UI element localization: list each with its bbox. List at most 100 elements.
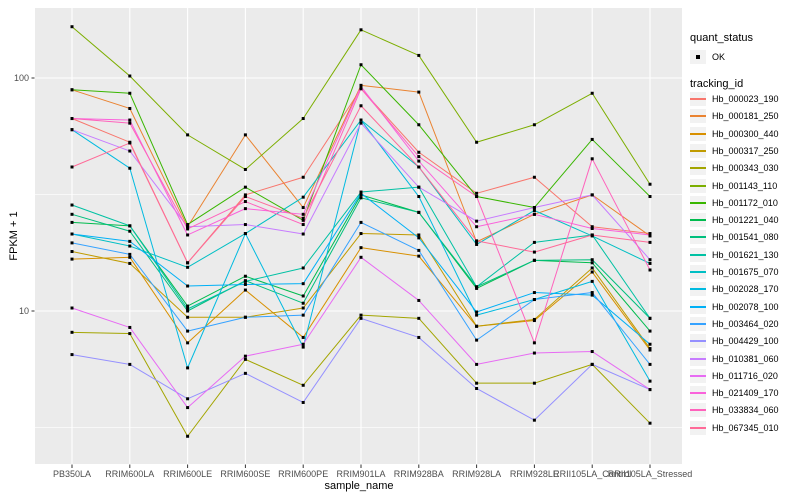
data-point [301, 301, 305, 305]
data-point [128, 141, 132, 145]
data-point [532, 317, 536, 321]
data-point [359, 118, 363, 122]
data-point [417, 248, 421, 252]
legend-item-Hb_000023_190: Hb_000023_190 [690, 91, 779, 107]
data-point [128, 239, 132, 243]
data-point [186, 261, 190, 265]
legend-item-label: Hb_001621_130 [712, 249, 779, 260]
data-point [186, 265, 190, 269]
legend-item-Hb_033834_060: Hb_033834_060 [690, 402, 779, 418]
data-point [590, 266, 594, 270]
data-point [417, 165, 421, 169]
data-point [70, 25, 74, 29]
line-key-icon [690, 195, 706, 210]
y-axis-title: FPKM + 1 [8, 211, 20, 261]
data-point [186, 223, 190, 227]
data-point [648, 195, 652, 199]
data-point [70, 88, 74, 92]
data-point [128, 252, 132, 256]
legend-item-Hb_001541_080: Hb_001541_080 [690, 229, 779, 245]
data-point [648, 379, 652, 383]
data-point [359, 87, 363, 91]
data-point [417, 185, 421, 189]
legend-item-label: Hb_001172_010 [712, 197, 778, 208]
data-point [590, 91, 594, 95]
legend-item-label: Hb_001221_040 [712, 215, 779, 226]
data-point [532, 291, 536, 295]
y-tick-label: 100 [14, 73, 29, 83]
x-axis-title: sample_name [324, 480, 394, 492]
data-point [532, 175, 536, 179]
data-point [475, 191, 479, 195]
data-point [128, 229, 132, 233]
data-point [186, 233, 190, 237]
data-point [186, 284, 190, 288]
data-point [417, 159, 421, 163]
data-point [590, 350, 594, 354]
x-tick-label: RRIM600SE [220, 469, 270, 479]
data-point [301, 212, 305, 216]
legend-item-Hb_001221_040: Hb_001221_040 [690, 212, 779, 228]
data-point [243, 315, 247, 319]
legend-item-label: Hb_000317_250 [712, 145, 779, 156]
legend: quant_status OK tracking_id Hb_000023_19… [690, 0, 800, 500]
data-point [359, 220, 363, 224]
data-point [359, 28, 363, 32]
data-point [186, 307, 190, 311]
data-point [475, 338, 479, 342]
data-point [70, 306, 74, 310]
legend-item-Hb_001172_010: Hb_001172_010 [690, 195, 778, 211]
data-point [186, 329, 190, 333]
data-point [128, 261, 132, 265]
data-point [128, 91, 132, 95]
data-point [532, 208, 536, 212]
line-key-icon [690, 247, 706, 262]
legend-title-quant-status: quant_status [690, 32, 753, 44]
line-key-icon [690, 126, 706, 141]
data-point [590, 291, 594, 295]
data-point [128, 325, 132, 329]
line-key-icon [690, 386, 706, 401]
data-point [417, 123, 421, 127]
legend-item-label: Hb_003464_020 [712, 318, 779, 329]
data-point [417, 298, 421, 302]
data-point [359, 121, 363, 125]
data-point [648, 233, 652, 237]
data-point [359, 193, 363, 197]
data-point [417, 316, 421, 320]
data-point [128, 255, 132, 259]
legend-item-Hb_011716_020: Hb_011716_020 [690, 368, 778, 384]
data-point [532, 351, 536, 355]
legend-item-Hb_000181_250: Hb_000181_250 [690, 108, 779, 124]
legend-item-label: Hb_004429_100 [712, 336, 779, 347]
data-point [475, 313, 479, 317]
data-point [301, 335, 305, 339]
data-point [648, 342, 652, 346]
data-point [648, 316, 652, 320]
data-point [359, 255, 363, 259]
data-point [590, 225, 594, 229]
line-key-icon [690, 282, 706, 297]
data-point [128, 74, 132, 78]
data-point [243, 288, 247, 292]
data-point [532, 258, 536, 262]
data-point [417, 53, 421, 57]
data-point [301, 206, 305, 210]
legend-item-Hb_000317_250: Hb_000317_250 [690, 143, 779, 159]
data-point [475, 239, 479, 243]
legend-item-label: Hb_001143_110 [712, 180, 778, 191]
data-point [648, 421, 652, 425]
data-point [70, 128, 74, 132]
data-point [70, 165, 74, 169]
data-point [648, 329, 652, 333]
legend-item-label: Hb_002078_100 [712, 301, 779, 312]
x-tick-label: RRIM600PE [278, 469, 328, 479]
data-point [590, 258, 594, 262]
data-point [243, 274, 247, 278]
data-point [648, 261, 652, 265]
data-point [417, 254, 421, 258]
legend-item-label: Hb_067345_010 [712, 422, 779, 433]
data-point [301, 345, 305, 349]
data-point [186, 366, 190, 370]
